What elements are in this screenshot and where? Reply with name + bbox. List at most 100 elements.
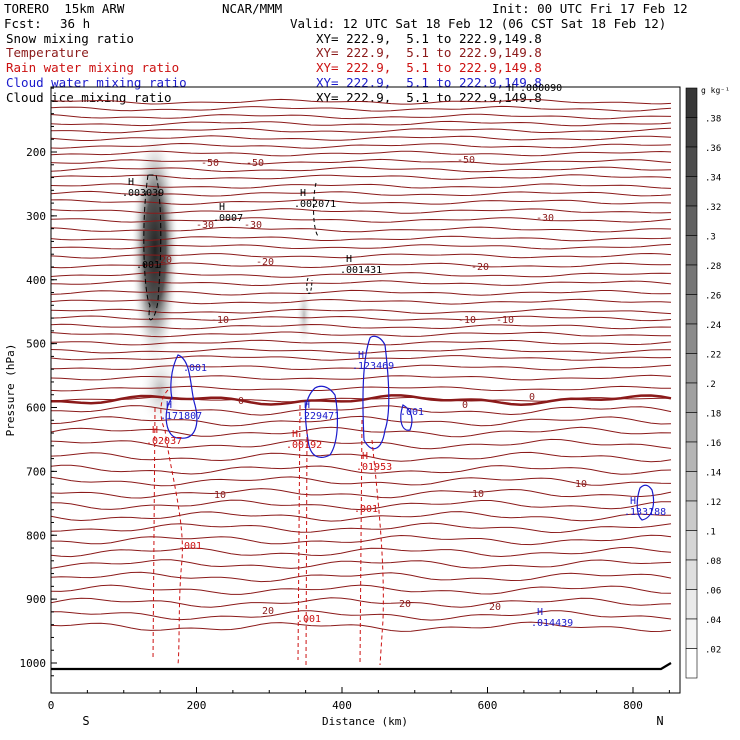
y-tick-label: 800 xyxy=(26,529,46,542)
cloud-water-contour xyxy=(165,354,198,439)
temperature-label: 0 xyxy=(529,392,535,403)
temperature-isotherm xyxy=(51,271,672,278)
y-tick-label: 600 xyxy=(26,402,46,415)
rain-contour-label: .001 xyxy=(297,614,321,625)
temperature-isotherm xyxy=(51,364,672,371)
temperature-isotherm xyxy=(51,183,672,189)
colorbar-swatch xyxy=(685,205,698,236)
y-tick-label: 300 xyxy=(26,210,46,223)
temperature-isotherm xyxy=(51,621,672,633)
temperature-isotherm xyxy=(51,158,672,165)
colorbar-swatch xyxy=(685,146,698,177)
legend-cloud-water-xy: XY= 222.9, 5.1 to 222.9,149.8 xyxy=(316,75,542,90)
freezing-level-isotherm xyxy=(51,394,672,407)
temperature-label: -50 xyxy=(246,158,264,169)
model-title: TORERO 15km ARW xyxy=(4,1,125,16)
temperature-isotherm xyxy=(51,135,672,141)
cloud-water-max-value: .123469 xyxy=(352,361,394,372)
temperature-isotherm xyxy=(51,127,672,134)
org-label: NCAR/MMM xyxy=(222,1,283,16)
temperature-isotherm xyxy=(51,226,672,233)
colorbar-tick-label: .1 xyxy=(705,528,716,538)
temperature-label: 10 xyxy=(575,479,587,490)
colorbar-tick-label: .2 xyxy=(705,380,716,390)
temperature-label: 20 xyxy=(399,599,411,610)
snow-max-marker: H xyxy=(128,177,134,188)
colorbar-swatch xyxy=(685,87,698,118)
temperature-isotherm xyxy=(51,347,672,354)
temperature-isotherm xyxy=(51,331,672,338)
cloud-water-max-value: .014439 xyxy=(531,618,573,629)
temperature-isotherm xyxy=(51,243,672,250)
legend-snow-xy: XY= 222.9, 5.1 to 222.9,149.8 xyxy=(316,31,542,46)
temperature-isotherm xyxy=(51,385,672,392)
colorbar-tick-label: .3 xyxy=(705,233,716,243)
x-tick-label: 800 xyxy=(623,699,643,712)
snow-max-marker: H xyxy=(219,202,225,213)
forecast-label: Fcst: xyxy=(4,16,42,31)
colorbar-tick-label: .14 xyxy=(705,469,721,479)
temperature-label: -10 xyxy=(496,315,514,326)
colorbar-swatch xyxy=(685,176,698,207)
y-tick-label: 400 xyxy=(26,274,46,287)
temperature-isotherm xyxy=(51,374,672,381)
snow-contour xyxy=(306,277,313,295)
colorbar-swatch xyxy=(685,323,698,354)
cloud-water-max-marker: H xyxy=(166,400,172,411)
y-axis-title: Pressure (hPa) xyxy=(4,344,17,437)
y-tick-label: 500 xyxy=(26,338,46,351)
colorbar-tick-label: .06 xyxy=(705,587,721,597)
legend-temperature-xy: XY= 222.9, 5.1 to 222.9,149.8 xyxy=(316,45,542,60)
cloud-ice-max-label: H .000090 xyxy=(508,83,563,94)
x-axis-left-end: S xyxy=(82,714,89,728)
legend-rain-xy: XY= 222.9, 5.1 to 222.9,149.8 xyxy=(316,60,542,75)
temperature-label: -20 xyxy=(154,255,172,266)
terrain-surface-line xyxy=(51,662,672,671)
temperature-label: 10 xyxy=(472,489,484,500)
temperature-label: -20 xyxy=(256,257,274,268)
x-tick-label: 400 xyxy=(332,699,352,712)
rain-max-value: .01953 xyxy=(356,462,392,473)
colorbar-tick-label: .16 xyxy=(705,439,721,449)
snow-max-value: .0007 xyxy=(213,213,243,224)
temperature-isotherm xyxy=(51,597,672,608)
colorbar-tick-label: .24 xyxy=(705,321,721,331)
temperature-isotherm xyxy=(51,199,672,205)
colorbar-swatch xyxy=(685,294,698,325)
temperature-isotherm xyxy=(51,610,672,621)
temperature-label: -30 xyxy=(244,220,262,231)
snow-core-shade xyxy=(131,130,179,370)
forecast-hour: 36 h xyxy=(60,16,91,31)
cloud-water-max-value: .133188 xyxy=(624,507,666,518)
temperature-label: -50 xyxy=(201,158,219,169)
temperature-isotherm xyxy=(51,415,672,427)
temperature-isotherm xyxy=(51,464,672,475)
temperature-isotherm xyxy=(51,451,672,463)
temperature-isotherm xyxy=(51,150,672,157)
snow-shading xyxy=(131,130,312,430)
temperature-isotherm xyxy=(51,252,672,259)
temperature-isotherm xyxy=(51,208,672,214)
temperature-label: -50 xyxy=(457,155,475,166)
snow-secondary-shade xyxy=(296,280,312,350)
colorbar-tick-label: .26 xyxy=(705,292,721,302)
colorbar-swatch xyxy=(685,412,698,443)
rain-contour-label: .001 xyxy=(178,541,202,552)
temperature-label: 20 xyxy=(489,602,501,613)
x-axis-right-end: N xyxy=(656,714,663,728)
cloud-water-max-marker: H xyxy=(537,607,543,618)
snow-max-value: .003039 xyxy=(122,188,164,199)
temperature-isotherm xyxy=(51,315,672,322)
legend-snow: Snow mixing ratio xyxy=(6,31,134,46)
rain-contour-label: .001 xyxy=(354,504,378,515)
temperature-isotherm xyxy=(51,235,672,242)
temperature-label: 0 xyxy=(462,400,468,411)
temperature-isotherm xyxy=(51,262,672,269)
y-tick-label: 900 xyxy=(26,593,46,606)
colorbar-swatch xyxy=(685,382,698,413)
x-axis-title: Distance (km) xyxy=(322,715,408,728)
colorbar-tick-label: .38 xyxy=(705,115,721,125)
cloud-water-contour xyxy=(362,335,390,450)
colorbar-tick-label: .02 xyxy=(705,646,721,656)
